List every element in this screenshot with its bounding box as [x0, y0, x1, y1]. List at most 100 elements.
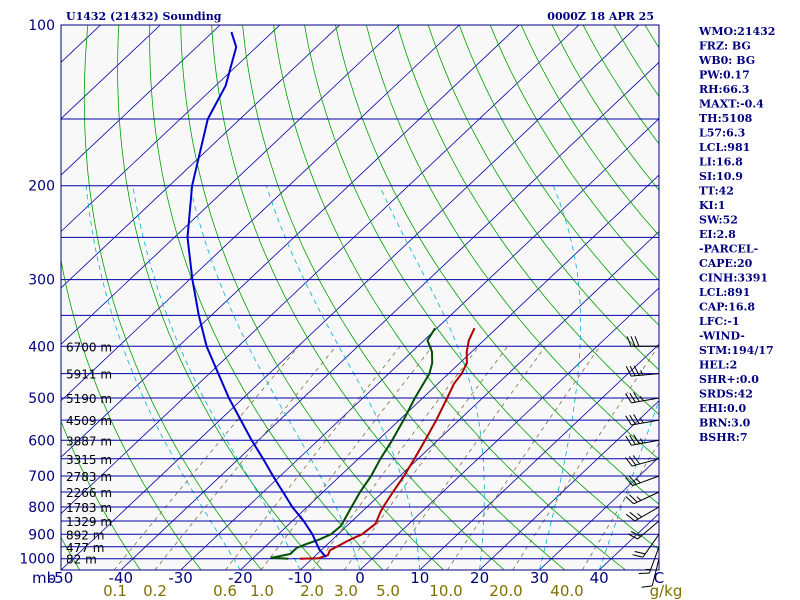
mixing-ratio-label: 2.0: [300, 582, 324, 600]
stat-line: HEL:2: [699, 359, 737, 372]
temperature-tick-label: 40: [590, 569, 609, 587]
dry-adiabat: [489, 25, 659, 282]
mixing-ratio-line: [260, 346, 433, 570]
isotherm-line: [61, 25, 221, 176]
temperature-tick-label: 20: [470, 569, 489, 587]
dry-adiabat: [366, 25, 659, 460]
dry-adiabat: [458, 25, 659, 326]
pressure-tick-label: 700: [28, 469, 55, 485]
dry-adiabat: [61, 420, 141, 570]
dry-adiabat: [427, 25, 659, 371]
isotherm-line: [359, 287, 659, 570]
mixing-ratio-line: [386, 346, 546, 570]
stat-line: L57:6.3: [699, 127, 745, 140]
moist-adiabat: [539, 185, 581, 570]
wind-barb: [625, 392, 660, 404]
mixing-ratio-label: 40.0: [550, 582, 583, 600]
wind-barb: [627, 520, 660, 540]
dry-adiabat: [273, 25, 626, 570]
isotherm-line: [61, 25, 520, 458]
isotherm-line: [61, 25, 460, 402]
temperature-tick-label: -10: [288, 569, 313, 587]
mixing-ratio-label: 0.2: [143, 582, 167, 600]
stat-line: CAP:16.8: [699, 301, 755, 314]
stat-line: SHR+:0.0: [699, 373, 759, 386]
stat-line: BSHR:7: [699, 431, 748, 444]
temperature-tick-label: 30: [530, 569, 549, 587]
stat-line: SRDS:42: [699, 388, 753, 401]
stat-line: CINH:3391: [699, 272, 768, 285]
moist-adiabat: [85, 185, 241, 570]
dry-adiabat: [61, 257, 202, 570]
wind-barb: [638, 546, 660, 574]
height-label: 2783 m: [66, 470, 112, 484]
stat-line: STM:194/17: [699, 344, 774, 357]
stat-line: LCL:981: [699, 141, 750, 154]
dewpoint-profile-line: [270, 327, 436, 560]
moist-adiabat: [379, 185, 485, 570]
wind-barb: [625, 414, 660, 426]
dry-adiabat: [304, 25, 659, 551]
dry-adiabat: [180, 25, 444, 570]
stat-line: PW:0.17: [699, 69, 750, 82]
wind-barbs: [625, 336, 660, 588]
stat-line: WB0: BG: [698, 54, 755, 67]
chart-time: 0000Z 18 APR 25: [547, 10, 654, 23]
stat-line: TT:42: [699, 185, 734, 198]
chart-title: U1432 (21432) Sounding: [66, 10, 222, 23]
mixing-ratio-line: [343, 346, 508, 570]
pressure-tick-label: 400: [28, 339, 55, 355]
dry-adiabat: [242, 25, 566, 570]
mixing-ratio-line: [113, 346, 300, 570]
height-label: 3315 m: [66, 453, 112, 467]
sounding-profiles: [186, 31, 476, 560]
isotherm-line: [61, 25, 639, 570]
mixing-ratio-label: 5.0: [376, 582, 400, 600]
parcel-profile-line: [186, 31, 327, 558]
temperature-tick-label: 0: [355, 569, 365, 587]
mixing-ratio-label: 3.0: [334, 582, 358, 600]
isotherm-line: [61, 25, 161, 120]
stat-line: EHI:0.0: [699, 402, 746, 415]
pressure-unit-label: mb: [32, 569, 56, 587]
height-label: 4509 m: [66, 414, 112, 428]
mixing-ratio-label: 20.0: [489, 582, 522, 600]
mixing-ratio-line: [446, 346, 601, 570]
mixing-ratio-label: g/kg: [650, 582, 683, 600]
temperature-tick-label: -50: [49, 569, 74, 587]
stat-line: SI:10.9: [699, 170, 743, 183]
temperature-profile-line: [300, 327, 476, 560]
wind-barb: [625, 491, 660, 505]
stat-line: MAXT:-0.4: [699, 98, 764, 111]
temperature-tick-label: -40: [109, 569, 134, 587]
stat-line: RH:66.3: [699, 83, 749, 96]
mixing-ratio-label: 0.1: [103, 582, 127, 600]
dry-adiabat: [117, 25, 323, 570]
dry-adiabat: [83, 25, 263, 570]
isotherm-line: [419, 343, 659, 570]
height-label: 1783 m: [66, 501, 112, 515]
mixing-ratio-label: 10.0: [429, 582, 462, 600]
wind-barb: [625, 475, 660, 487]
wind-barb: [625, 455, 660, 467]
pressure-tick-label: 800: [28, 500, 55, 516]
isotherm-line: [61, 25, 400, 345]
dry-adiabat: [335, 25, 659, 505]
moist-adiabat: [189, 185, 361, 570]
wind-barb: [625, 365, 660, 377]
dry-adiabat: [397, 25, 659, 416]
mixing-ratio-line: [512, 346, 659, 570]
mixing-ratio-line: [154, 346, 337, 570]
stat-line: CAPE:20: [699, 257, 753, 270]
moist-adiabat: [132, 185, 301, 570]
plot-area: [61, 25, 659, 570]
stat-line: LFC:-1: [699, 315, 740, 328]
stat-line: SW:52: [699, 214, 738, 227]
stat-line: LI:16.8: [699, 156, 743, 169]
wind-barb: [641, 558, 660, 588]
isotherm-line: [240, 174, 659, 570]
stat-line: BRN:3.0: [699, 417, 751, 430]
wind-barb: [625, 506, 660, 522]
